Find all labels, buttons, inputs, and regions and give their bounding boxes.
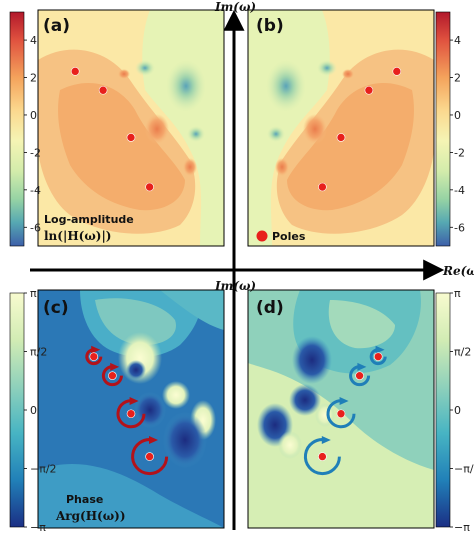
colorbar-tick-label: 4 <box>30 34 37 47</box>
phase-winding-arrowhead <box>149 435 158 444</box>
colorbar-tick-label: -4 <box>30 184 41 197</box>
panel-a-annotation-line1: Log-amplitude <box>44 213 134 226</box>
legend-poles-label: Poles <box>272 230 306 243</box>
pole-marker <box>364 85 374 95</box>
im-axis-label-top: Im(ω) <box>214 0 256 14</box>
colorbar-tick-label: -6 <box>454 221 465 234</box>
panel-a: (a) Log-amplitude ln(|H(ω)|) <box>37 9 225 247</box>
phase-winding-arrow <box>303 438 341 476</box>
panel-d-poles <box>303 345 387 476</box>
colorbar-tick-label: π/2 <box>454 346 471 359</box>
panel-c: (c) Phase Arg(H(ω)) <box>37 289 225 529</box>
panel-b-label: (b) <box>256 16 284 36</box>
colorbar-tick-label: 0 <box>30 404 37 417</box>
panel-d: (d) <box>247 289 435 529</box>
pole-marker <box>145 452 154 461</box>
colorbar-tick-label: −π/2 <box>30 462 57 475</box>
pole-marker <box>336 409 346 419</box>
panel-c-annotation-line2: Arg(H(ω)) <box>55 509 126 523</box>
legend-pole-marker <box>256 230 268 242</box>
colorbar-tick-label: 2 <box>30 72 37 85</box>
pole-marker <box>108 371 117 380</box>
phase-winding-arrowhead <box>321 435 331 444</box>
panel-c-label: (c) <box>43 298 69 318</box>
colorbar-tick-label: 0 <box>30 109 37 122</box>
colorbar-tick-label: 0 <box>454 109 461 122</box>
colorbar-tick-label: π/2 <box>30 346 47 359</box>
colorbar-tick-label: 4 <box>454 34 461 47</box>
colorbar-tick-label: -2 <box>454 146 465 159</box>
colorbar-tick-label: -4 <box>454 184 465 197</box>
phase-winding-arrowhead <box>375 345 385 354</box>
pole-marker <box>126 409 136 419</box>
panel-c-poles <box>85 345 169 476</box>
colorbar-tick-label: −π <box>30 521 46 534</box>
colorbar-tick-label: π <box>30 287 37 300</box>
phase-winding-arrowhead <box>129 397 139 406</box>
phase-winding-arrow <box>369 348 387 366</box>
phase-winding-arrow <box>101 365 123 387</box>
pole-marker <box>392 67 402 76</box>
colorbar-phase-right: π π/2 0 −π/2 −π <box>435 287 474 534</box>
panel-b-poles <box>318 67 402 192</box>
pole-marker <box>318 452 327 461</box>
colorbar-tick-label: 0 <box>454 404 461 417</box>
colorbar-tick-label: −π/2 <box>454 462 474 475</box>
colorbar-tick-label: −π <box>454 521 470 534</box>
panel-b: (b) Poles <box>247 9 435 247</box>
pole-marker <box>126 133 136 142</box>
phase-winding-arrowhead <box>339 397 349 406</box>
phase-winding-arrowhead <box>357 362 367 371</box>
complex-axes: Im(ω) Im(ω) Re(ω) <box>30 0 474 530</box>
phase-winding-arrow <box>349 365 371 387</box>
colorbar-amplitude-right: 4 2 0 -2 -4 -6 <box>435 11 465 247</box>
colorbar-phase-left: π π/2 0 −π/2 −π <box>9 287 57 534</box>
phase-winding-arrowhead <box>91 345 101 354</box>
pole-marker <box>70 67 80 76</box>
colorbar-tick-label: 2 <box>454 72 461 85</box>
pole-marker <box>318 182 327 192</box>
panel-d-label: (d) <box>256 298 284 318</box>
colorbar-tick-label: -2 <box>30 146 41 159</box>
pole-marker <box>355 371 364 380</box>
phase-winding-arrow <box>326 399 356 429</box>
panel-a-label: (a) <box>43 16 70 36</box>
phase-winding-arrow <box>131 438 169 476</box>
phase-winding-arrow <box>116 399 146 429</box>
pole-marker <box>373 352 383 361</box>
colorbar-tick-label: π <box>454 287 461 300</box>
panel-a-annotation-line2: ln(|H(ω)|) <box>44 229 112 243</box>
im-axis-label-middle: Im(ω) <box>214 279 256 293</box>
panel-a-poles <box>70 67 154 192</box>
pole-marker <box>98 85 108 95</box>
colorbar-tick-label: -6 <box>30 221 41 234</box>
pole-marker <box>145 182 154 192</box>
phase-winding-arrow <box>85 348 103 366</box>
panel-c-annotation-line1: Phase <box>66 493 103 506</box>
colorbar-amplitude-left: 4 2 0 -2 -4 -6 <box>9 11 41 247</box>
pole-marker <box>336 133 346 142</box>
re-axis-label: Re(ω) <box>442 264 474 278</box>
phase-winding-arrowhead <box>110 362 120 371</box>
pole-marker <box>89 352 99 361</box>
